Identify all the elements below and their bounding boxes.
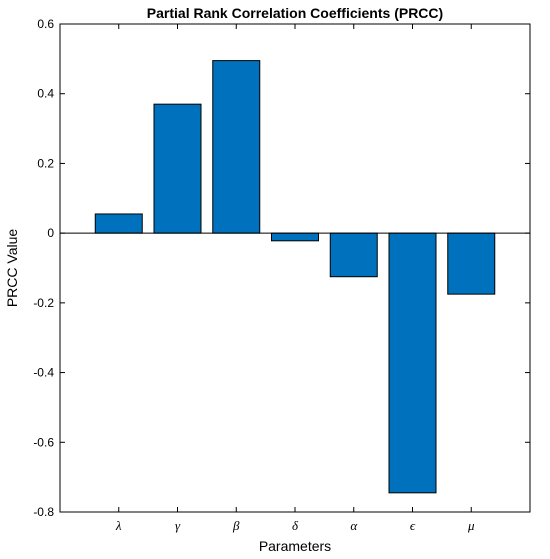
- bar-6: [447, 232, 496, 295]
- x-tick-label: δ: [292, 518, 299, 533]
- x-axis-label: Parameters: [259, 538, 331, 554]
- x-tick-label: β: [232, 518, 240, 533]
- bar-2: [212, 60, 261, 234]
- y-tick-label: -0.8: [33, 505, 54, 519]
- bar-0: [94, 213, 143, 234]
- bar-1: [153, 103, 202, 234]
- y-tick-label: 0: [47, 226, 54, 240]
- y-tick-label: -0.2: [33, 296, 54, 310]
- x-tick-label: γ: [175, 518, 181, 533]
- x-tick-label: α: [350, 518, 358, 533]
- y-tick-label: 0.2: [37, 156, 54, 170]
- chart-title: Partial Rank Correlation Coefficients (P…: [147, 5, 443, 21]
- bar-5: [388, 232, 437, 494]
- x-tick-label: μ: [467, 518, 475, 533]
- ticks-group: -0.8 -0.6 -0.4 -0.2 0 0.2 0.4 0.6 λ γ β δ α ϵ μ: [33, 17, 530, 533]
- y-tick-label: 0.6: [37, 17, 54, 31]
- bar-3: [271, 232, 319, 242]
- x-tick-label: ϵ: [410, 518, 416, 533]
- y-tick-label: -0.6: [33, 435, 54, 449]
- bars-group: [60, 60, 530, 494]
- y-tick-label: 0.4: [37, 87, 54, 101]
- bar-4: [329, 232, 378, 278]
- y-tick-label: -0.4: [33, 366, 54, 380]
- y-axis-label: PRCC Value: [4, 229, 20, 308]
- x-tick-label: λ: [115, 518, 122, 533]
